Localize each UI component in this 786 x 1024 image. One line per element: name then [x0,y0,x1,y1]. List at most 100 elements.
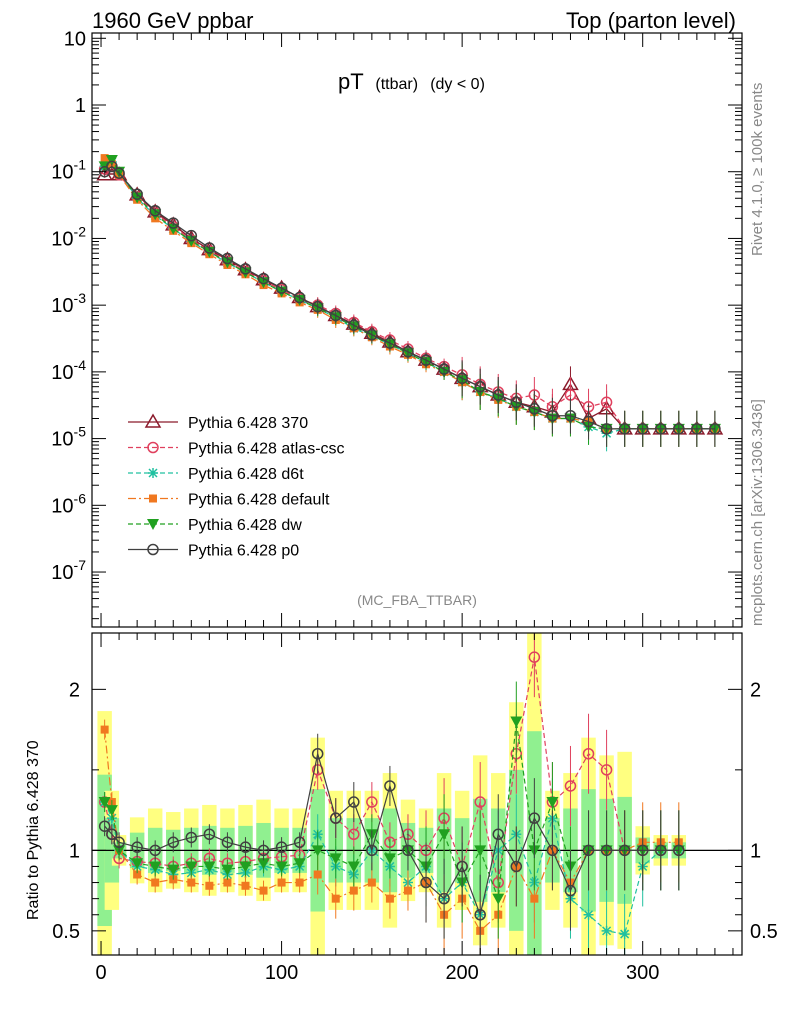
legend-label-2: Pythia 6.428 d6t [188,466,304,483]
ratio-point-4-10 [257,844,270,857]
ratio-point-4-31 [636,844,649,857]
main-point-5-18 [402,346,414,358]
ratio-xtick-label-1: 100 [265,962,298,984]
ratio-point-4-19 [420,876,432,889]
main-point-5-13 [311,300,324,313]
ratio-point-4-2 [113,836,125,849]
ratio-point-3-3 [131,858,144,870]
main-point-5-4 [149,205,161,217]
main-point-5-28 [582,415,595,428]
ratio-line-0 [104,657,679,883]
analysis-label: (MC_FBA_TTBAR) [357,592,477,608]
legend-marker-4 [147,519,159,530]
ratio-point-4-18 [402,844,414,857]
ratio-ytick-label-1: 1 [69,840,80,862]
main-ytick-label-0: 10 [64,28,86,50]
ratio-point-3-26 [546,797,559,809]
mcplots-label: mcplots.cern.ch [arXiv:1306.3436] [749,399,766,626]
main-ytick-label-7: 10-6 [51,490,86,517]
title-cond: (dy < 0) [430,76,485,93]
ratio-point-3-23 [492,893,505,905]
ratio-point-4-22 [474,909,486,921]
ratio-point-4-3 [131,841,143,853]
ratio-point-0-28 [582,748,595,760]
main-point-3-0 [100,154,109,163]
ratio-point-4-26 [546,844,559,857]
ratio-point-3-17 [383,853,396,865]
ratio-point-4-21 [456,860,468,873]
legend-label-3: Pythia 6.428 default [188,492,330,509]
title-sub: (ttbar) [375,76,418,93]
ratio-point-4-28 [582,844,595,857]
ratio-point-4-13 [311,748,324,760]
main-point-5-20 [438,363,450,375]
main-point-5-26 [546,409,559,422]
main-point-5-19 [420,354,432,366]
main-ytick-label-2: 10-1 [51,157,86,184]
main-point-5-23 [492,389,504,401]
header-left: 1960 GeV ppbar [92,8,253,33]
ratio-point-3-20 [438,829,451,841]
ratio-point-0-15 [348,828,360,840]
legend-label-5: Pythia 6.428 p0 [188,543,299,560]
ratio-point-4-25 [528,812,541,824]
ratio-point-2-12 [295,878,304,887]
ratio-point-3-10 [257,858,270,870]
ratio-point-3-24 [510,716,523,728]
main-point-5-6 [185,229,198,242]
main-point-5-22 [474,380,486,393]
ratio-point-0-27 [564,780,577,792]
legend-marker-1 [147,441,159,454]
header-right: Top (parton level) [566,8,736,33]
main-ytick-label-8: 10-7 [51,557,86,584]
ratio-point-4-6 [185,831,198,844]
ratio-point-4-4 [149,844,161,857]
ratio-point-4-33 [673,844,685,857]
ratio-point-2-9 [241,881,250,890]
ratio-point-3-14 [329,853,342,865]
ratio-point-2-3 [133,870,142,879]
main-point-5-32 [655,423,667,435]
ratio-point-4-15 [348,796,360,808]
ratio-point-2-16 [367,878,376,887]
ratio-point-3-5 [167,864,180,876]
main-point-5-35 [709,423,721,435]
ratio-line-3 [104,721,679,899]
ratio-point-3-4 [149,861,162,873]
legend-marker-5 [147,543,159,556]
main-point-5-9 [239,263,252,275]
ratio-point-4-20 [438,892,450,905]
ratio-xtick-label-3: 300 [626,962,659,984]
ratio-point-0-29 [600,764,613,776]
ratio-point-4-9 [239,841,252,853]
ratio-point-1-28 [583,909,594,920]
svg-text:pT (ttbar) (dy < 0): pT (ttbar) (dy < 0) [338,69,485,94]
ratio-point-0-16 [366,796,378,808]
main-ytick-label-5: 10-4 [51,357,86,384]
ratio-point-3-6 [185,861,198,873]
ratio-point-2-25 [530,894,539,903]
ratio-point-4-24 [510,860,523,873]
main-point-5-27 [564,409,577,422]
rivet-label: Rivet 4.1.0, ≥ 100k events [749,83,766,256]
main-ytick-label-3: 10-2 [51,223,86,250]
main-plot-frame [91,32,743,628]
main-point-5-33 [673,423,685,435]
main-point-5-16 [366,329,378,341]
ratio-point-0-22 [474,796,486,808]
ratio-plot-frame [91,632,743,956]
ratio-point-3-13 [311,845,324,857]
ratio-point-2-10 [259,886,268,895]
ratio-point-4-1 [106,828,118,840]
main-point-5-15 [348,319,360,331]
ratio-ytick-label-2: 2 [69,679,80,701]
main-point-5-3 [131,188,143,200]
ratio-xtick-label-2: 200 [445,962,478,984]
ratio-point-2-14 [331,894,340,903]
ratio-point-4-16 [366,844,378,857]
ratio-ylabel: Ratio to Pythia 6.428 370 [25,740,42,920]
main-point-5-11 [275,282,288,294]
main-ytick-label-4: 10-3 [51,290,86,317]
ratio-point-3-11 [275,861,288,873]
